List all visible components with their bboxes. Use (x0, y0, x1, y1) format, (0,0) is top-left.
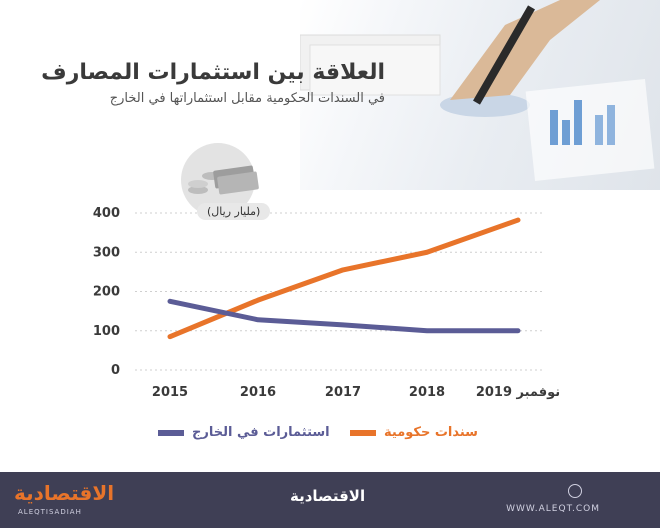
y-tick-label: 100 (93, 324, 120, 339)
footer-url[interactable]: WWW.ALEQT.COM (506, 504, 600, 514)
legend-foreign-investments: استثمارات في الخارج (158, 425, 330, 440)
footer-brand-sub: ALEQTISADIAH (18, 508, 82, 516)
unit-label: (مليار ريال) (197, 203, 271, 220)
legend-label-foreign-investments: استثمارات في الخارج (192, 425, 330, 440)
x-tick-label: 2016 (240, 385, 276, 400)
data-point-government-bonds (425, 250, 429, 255)
x-tick-label: 2018 (409, 385, 445, 400)
header-photo (300, 0, 660, 190)
footer-brand-center: الاقتصادية (290, 487, 366, 505)
footer-bar: الاقتصادية ALEQTISADIAH الاقتصادية WWW.A… (0, 472, 660, 528)
data-point-foreign-investments (168, 299, 172, 304)
x-tick-label: 2015 (152, 385, 188, 400)
y-tick-label: 200 (93, 285, 120, 300)
series-line-government-bonds (167, 217, 521, 340)
x-tick-label: نوفمبر 2019 (476, 385, 560, 400)
chart-title: العلاقة بين استثمارات المصارف (41, 60, 385, 85)
data-point-government-bonds (516, 218, 520, 223)
data-point-government-bonds (341, 267, 345, 272)
data-point-government-bonds (256, 298, 260, 303)
legend-government-bonds: سندات حكومية (350, 425, 478, 440)
y-tick-label: 0 (111, 363, 120, 378)
data-point-government-bonds (168, 334, 172, 339)
photo-illustration (300, 0, 655, 182)
legend-label-government-bonds: سندات حكومية (384, 425, 478, 440)
footer-brand-logo: الاقتصادية (14, 481, 115, 505)
legend-swatch-government-bonds (350, 429, 376, 436)
line-chart: 0 100 200 300 400 2015 2016 2017 2018 نوفمبر 2019 (93, 143, 560, 400)
legend-swatch-foreign-investments (158, 429, 184, 436)
money-icon (181, 143, 259, 217)
globe-icon (568, 484, 582, 498)
x-tick-label: 2017 (325, 385, 361, 400)
chart-subtitle: في السندات الحكومية مقابل استثماراتها في… (109, 91, 385, 106)
title-block: العلاقة بين استثمارات المصارف في السندات… (41, 60, 385, 106)
y-tick-label: 400 (93, 206, 120, 221)
data-point-foreign-investments (425, 328, 429, 333)
data-point-foreign-investments (256, 317, 260, 322)
data-point-foreign-investments (516, 328, 520, 333)
data-point-foreign-investments (341, 322, 345, 327)
y-tick-label: 300 (93, 245, 120, 260)
